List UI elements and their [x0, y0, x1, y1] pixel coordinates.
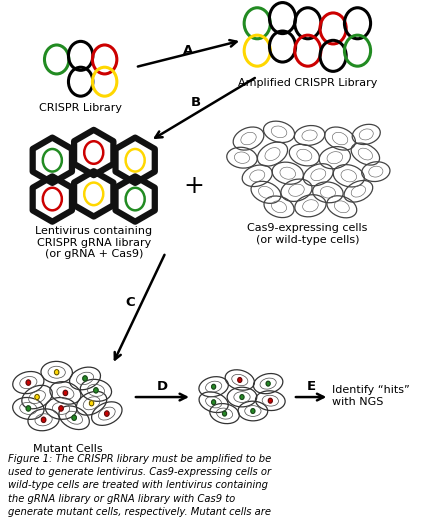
Circle shape: [83, 376, 87, 381]
Text: (or wild-type cells): (or wild-type cells): [255, 235, 359, 245]
Circle shape: [222, 411, 227, 416]
Circle shape: [211, 384, 216, 389]
Circle shape: [105, 411, 109, 416]
Circle shape: [72, 415, 76, 420]
Circle shape: [26, 380, 31, 385]
Text: C: C: [125, 296, 135, 309]
Circle shape: [240, 394, 244, 400]
Text: Cas9-expressing cells: Cas9-expressing cells: [247, 223, 368, 233]
Text: (or gRNA + Cas9): (or gRNA + Cas9): [44, 249, 143, 259]
Circle shape: [94, 388, 98, 393]
Circle shape: [35, 394, 39, 400]
Text: CRISPR Library: CRISPR Library: [39, 103, 122, 113]
Circle shape: [54, 370, 59, 375]
Circle shape: [251, 408, 255, 414]
Circle shape: [26, 406, 31, 411]
Text: Mutant Cells: Mutant Cells: [33, 444, 102, 453]
Circle shape: [63, 390, 68, 396]
Text: with NGS: with NGS: [332, 397, 384, 407]
Text: A: A: [183, 44, 194, 57]
Text: Figure 1: The CRISPR library must be amplified to be
used to generate lentivirus: Figure 1: The CRISPR library must be amp…: [8, 454, 271, 517]
Circle shape: [59, 406, 63, 411]
Circle shape: [41, 417, 46, 422]
Text: Amplified CRISPR Library: Amplified CRISPR Library: [238, 78, 377, 87]
Circle shape: [211, 400, 216, 405]
Circle shape: [266, 381, 270, 386]
Text: B: B: [190, 96, 201, 109]
Circle shape: [268, 398, 272, 403]
Text: Identify “hits”: Identify “hits”: [332, 385, 410, 396]
Text: D: D: [157, 380, 168, 393]
Text: Lentivirus containing: Lentivirus containing: [35, 226, 152, 236]
Text: E: E: [307, 380, 315, 393]
Text: +: +: [184, 174, 204, 198]
Text: CRISPR gRNA library: CRISPR gRNA library: [37, 238, 151, 248]
Circle shape: [89, 401, 94, 406]
Circle shape: [238, 377, 242, 383]
